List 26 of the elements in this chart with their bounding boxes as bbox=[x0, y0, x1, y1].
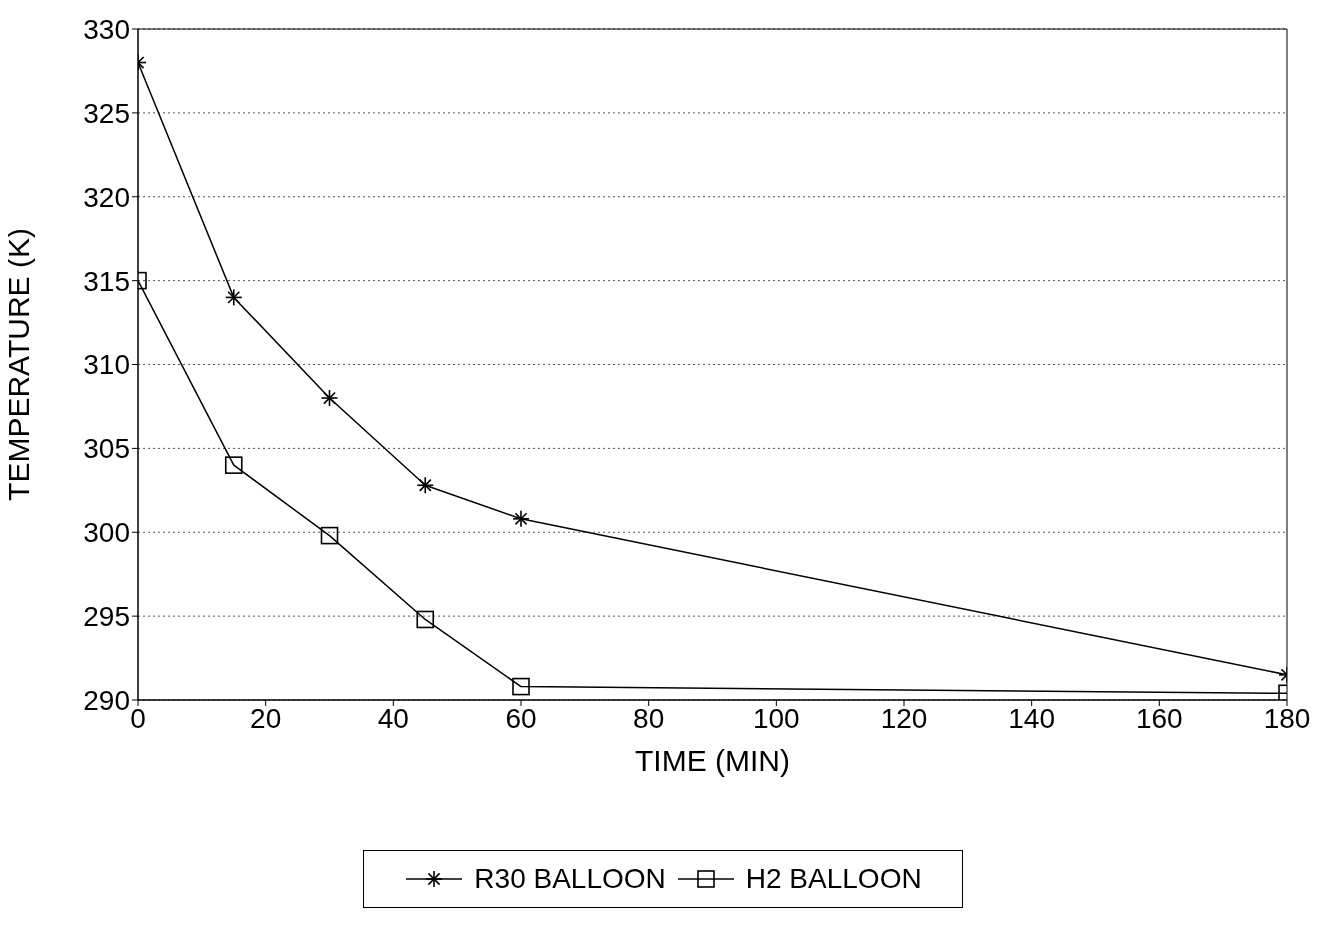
y-tick-label: 310 bbox=[83, 349, 130, 381]
x-tick-label: 100 bbox=[752, 702, 800, 734]
y-tick-label: 300 bbox=[83, 517, 130, 549]
point bbox=[224, 456, 243, 474]
x-tick-label: 20 bbox=[250, 702, 282, 734]
x-tick-label: 40 bbox=[377, 702, 409, 734]
x-tick-label: 180 bbox=[1263, 702, 1311, 734]
x-tick-label: 60 bbox=[505, 702, 537, 734]
y-tick-label: 315 bbox=[83, 265, 130, 297]
point bbox=[512, 677, 530, 696]
y-tick-label: 320 bbox=[83, 181, 130, 213]
y-tick-label: 330 bbox=[83, 13, 130, 45]
x-axis-title: TIME (MIN) bbox=[635, 744, 790, 778]
x-tick-label: 160 bbox=[1135, 702, 1183, 734]
point bbox=[320, 526, 339, 545]
y-tick-label: 305 bbox=[83, 433, 130, 465]
legend-label: R30 BALLOON bbox=[474, 863, 666, 895]
legend-label: H2 BALLOON bbox=[745, 863, 922, 895]
point bbox=[416, 610, 435, 629]
x-tick-label: 140 bbox=[1008, 702, 1056, 734]
x-tick-label: 0 bbox=[130, 702, 146, 734]
x-tick-label: 120 bbox=[880, 702, 928, 734]
x-tick-label: 80 bbox=[633, 702, 665, 734]
y-tick-label: 325 bbox=[83, 97, 130, 129]
y-tick-label: 295 bbox=[83, 601, 130, 633]
y-tick-label: 290 bbox=[83, 684, 130, 716]
